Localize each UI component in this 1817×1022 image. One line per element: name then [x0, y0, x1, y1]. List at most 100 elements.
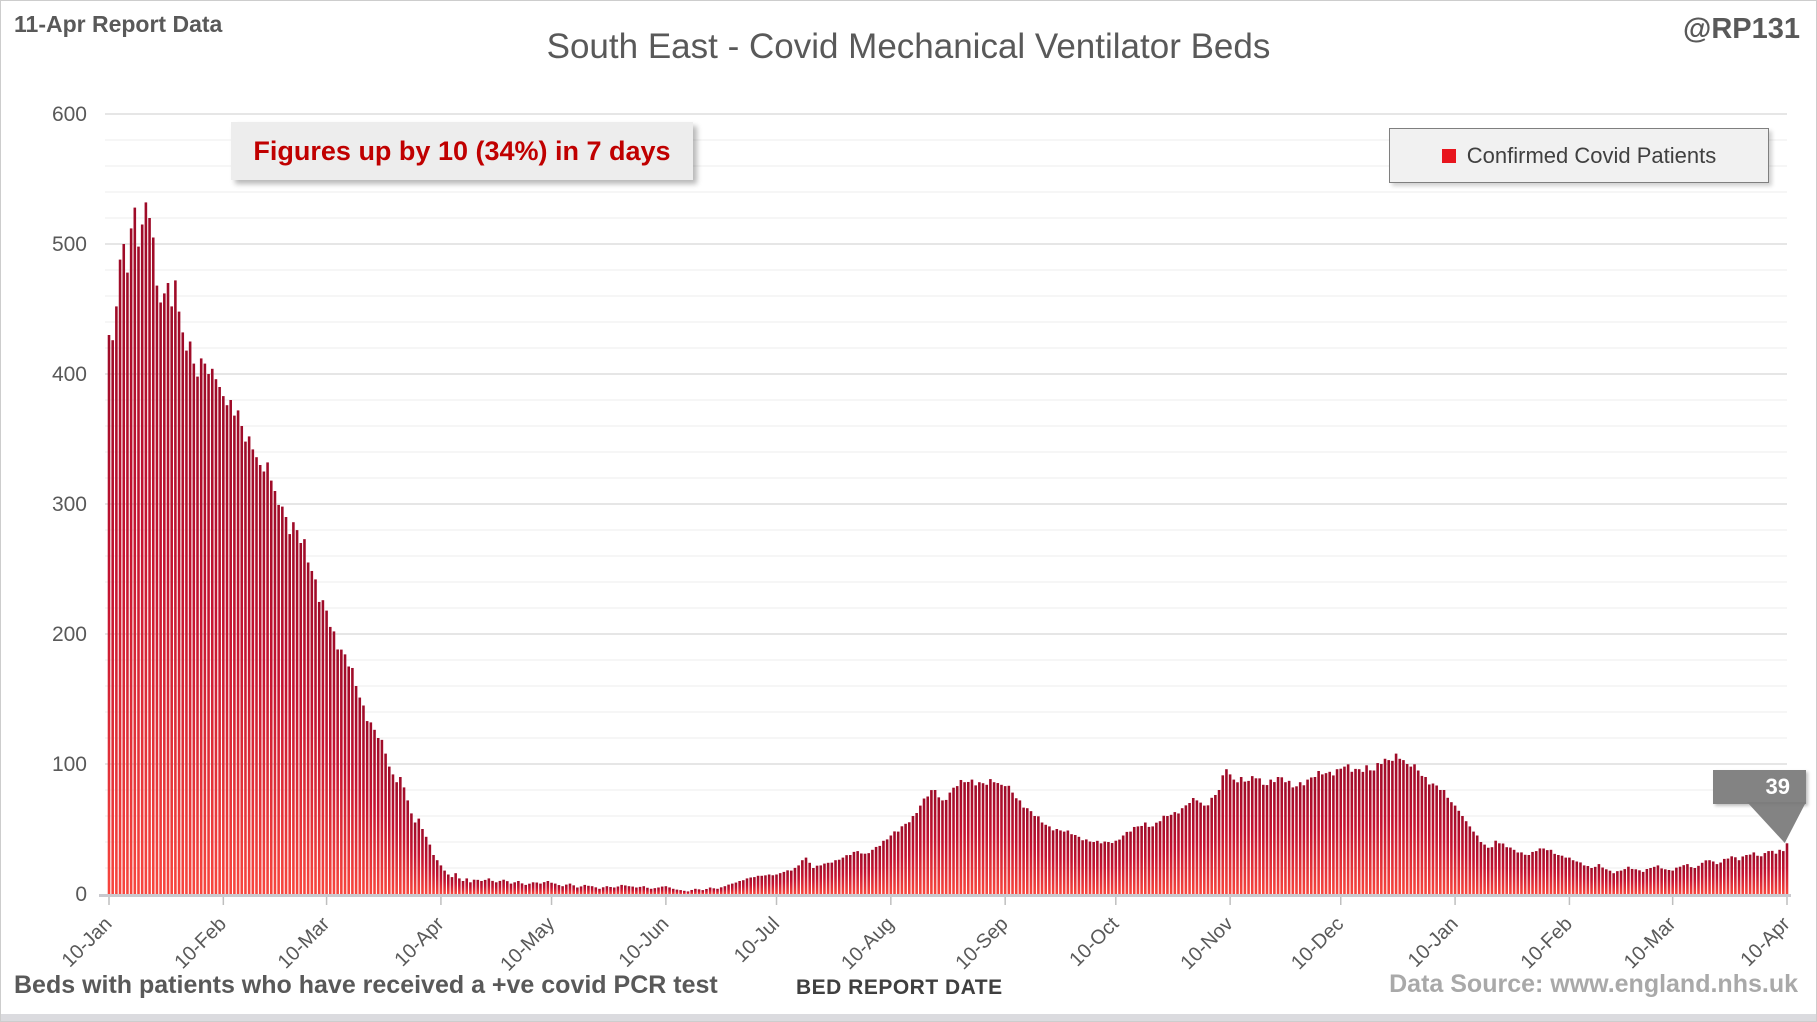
bar: [1243, 781, 1247, 894]
x-axis-tick-label: 10-Mar: [274, 913, 335, 974]
bar: [1748, 854, 1752, 894]
bar-series-confirmed-covid-patients: [107, 202, 1789, 895]
bar: [985, 784, 989, 894]
bar: [911, 816, 915, 894]
bar: [848, 855, 852, 894]
bar: [1785, 843, 1789, 894]
bar: [469, 882, 472, 894]
bar: [159, 302, 162, 894]
x-axis-tick-label: 10-Mar: [1620, 913, 1681, 974]
bar: [1660, 868, 1663, 894]
bar: [649, 888, 653, 894]
bar: [1287, 780, 1291, 894]
bar: [450, 877, 454, 894]
bar: [915, 813, 918, 894]
x-axis-tick-label: 10-Apr: [390, 913, 448, 971]
bar: [926, 796, 930, 894]
bar: [170, 306, 173, 894]
bar: [900, 826, 904, 894]
bar: [1129, 831, 1132, 894]
bar: [244, 441, 247, 894]
bar: [668, 887, 671, 894]
bar: [1512, 849, 1516, 894]
bar: [1339, 768, 1343, 894]
bar: [871, 849, 874, 894]
bar: [1239, 777, 1243, 894]
bar: [1553, 853, 1556, 894]
bar: [1332, 775, 1335, 894]
bar: [1092, 842, 1095, 894]
bar: [834, 860, 837, 894]
bar: [907, 822, 911, 894]
bar: [1085, 839, 1088, 894]
bar: [199, 358, 203, 894]
bar: [255, 457, 258, 894]
bar: [657, 887, 660, 894]
bar: [601, 887, 605, 894]
bar: [491, 880, 494, 894]
bar: [365, 721, 369, 894]
bar: [745, 878, 749, 894]
bar: [852, 851, 856, 894]
bar: [520, 883, 524, 894]
bar: [760, 875, 764, 894]
x-axis-tick-label: 10-Apr: [1737, 913, 1795, 971]
bar: [1516, 852, 1520, 894]
bar: [1236, 782, 1239, 894]
bar: [1037, 816, 1040, 894]
bar: [340, 649, 343, 894]
bar: [1700, 862, 1704, 894]
bar: [1383, 758, 1387, 894]
bar: [1191, 798, 1195, 894]
bar: [1225, 769, 1228, 894]
bar: [402, 787, 406, 894]
bar: [719, 887, 723, 894]
bar: [1250, 776, 1254, 894]
bar: [812, 868, 815, 894]
bar: [1018, 800, 1022, 894]
bar: [1645, 869, 1649, 894]
bar: [1398, 758, 1402, 894]
bar: [557, 885, 561, 894]
bar: [1062, 831, 1066, 894]
bar: [458, 878, 461, 894]
bar: [561, 886, 564, 894]
bar: [1424, 777, 1427, 894]
bar: [299, 543, 303, 894]
bar: [1048, 826, 1051, 894]
bar: [502, 879, 505, 894]
x-axis-tick-label: 10-May: [496, 913, 559, 976]
bar: [1357, 769, 1361, 894]
bar: [288, 534, 291, 894]
bar: [952, 787, 955, 894]
bar: [1184, 805, 1188, 894]
bar: [214, 379, 218, 894]
x-axis-tick-label: 10-Jun: [615, 913, 674, 972]
bar: [384, 753, 387, 894]
bar: [233, 415, 236, 894]
bar: [1284, 782, 1287, 894]
bar: [1520, 852, 1523, 894]
bar: [1734, 857, 1737, 894]
bar: [314, 579, 317, 894]
bar: [882, 840, 885, 894]
bar: [332, 631, 336, 894]
bar: [1040, 822, 1044, 894]
y-axis-tick-label: 400: [52, 363, 87, 386]
bar: [1365, 765, 1368, 894]
bar: [269, 480, 273, 894]
bar: [1557, 855, 1560, 894]
bar: [1055, 829, 1059, 894]
bar: [830, 862, 834, 894]
bar: [413, 822, 417, 894]
bar: [1343, 766, 1346, 894]
bar: [1081, 840, 1084, 894]
bar: [1405, 764, 1409, 894]
bar: [1671, 870, 1674, 894]
bar: [1003, 786, 1007, 894]
x-axis-tick-label: 10-Feb: [170, 913, 230, 973]
bar: [1391, 760, 1394, 894]
bar: [1560, 855, 1564, 894]
bar: [1682, 865, 1686, 894]
bar: [362, 705, 365, 894]
